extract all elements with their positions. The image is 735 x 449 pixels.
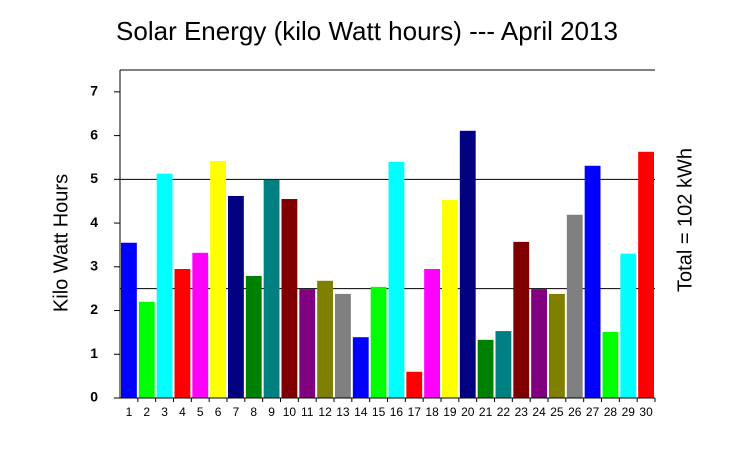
x-tick-label: 17	[408, 405, 422, 419]
bar	[477, 339, 494, 398]
bar	[566, 214, 583, 398]
bar	[352, 337, 369, 398]
y-tick-label: 1	[90, 345, 98, 361]
bar	[424, 268, 440, 398]
bar	[228, 195, 244, 398]
x-tick-label: 4	[179, 405, 186, 419]
x-tick-label: 27	[586, 405, 600, 419]
x-tick-label: 10	[283, 405, 297, 419]
x-tick-label: 9	[268, 405, 275, 419]
x-tick-label: 14	[354, 405, 368, 419]
bar	[442, 199, 458, 398]
x-tick-label: 12	[318, 405, 332, 419]
bar	[192, 252, 209, 398]
bar	[584, 165, 601, 398]
x-tick-label: 24	[532, 405, 546, 419]
x-tick-label: 13	[336, 405, 350, 419]
x-tick-label: 16	[390, 405, 404, 419]
x-tick-label: 6	[215, 405, 222, 419]
x-tick-label: 22	[497, 405, 511, 419]
y-tick-label: 6	[90, 126, 98, 142]
x-tick-label: 30	[639, 405, 653, 419]
x-tick-label: 25	[550, 405, 564, 419]
bar	[638, 151, 654, 398]
x-tick-label: 28	[604, 405, 618, 419]
bar	[370, 286, 387, 398]
bar	[281, 199, 298, 398]
x-tick-label: 2	[143, 405, 150, 419]
x-tick-label: 19	[443, 405, 457, 419]
bar	[513, 241, 530, 398]
bar	[495, 331, 512, 398]
x-tick-label: 23	[515, 405, 529, 419]
bar	[531, 289, 547, 398]
bar	[549, 293, 565, 398]
y-tick-label: 0	[90, 389, 98, 405]
bar	[138, 301, 155, 398]
y-tick-label: 3	[90, 258, 98, 274]
x-tick-label: 1	[126, 405, 133, 419]
annotation: Total = 102 kWh	[674, 148, 696, 292]
bar	[602, 331, 619, 398]
bar	[459, 130, 476, 398]
x-tick-label: 20	[461, 405, 475, 419]
bar	[388, 161, 405, 398]
bar	[299, 289, 316, 398]
x-tick-label: 15	[372, 405, 386, 419]
y-tick-label: 7	[90, 83, 98, 99]
x-tick-label: 3	[161, 405, 168, 419]
bar	[406, 371, 423, 398]
x-tick-label: 11	[301, 405, 314, 419]
x-tick-label: 26	[568, 405, 582, 419]
bar	[317, 280, 333, 398]
y-axis-label: Kilo Watt Hours	[50, 174, 72, 312]
bar	[620, 253, 637, 398]
bar	[335, 293, 351, 398]
bar	[210, 160, 226, 398]
x-tick-label: 5	[197, 405, 204, 419]
bar	[245, 275, 262, 398]
bar	[263, 179, 280, 398]
bar	[156, 173, 173, 398]
bar	[174, 268, 191, 398]
y-tick-label: 4	[90, 214, 98, 230]
chart-title: Solar Energy (kilo Watt hours) --- April…	[116, 16, 618, 46]
x-tick-label: 21	[479, 405, 493, 419]
x-tick-label: 18	[425, 405, 439, 419]
y-tick-label: 2	[90, 301, 98, 317]
bar	[121, 242, 137, 398]
x-tick-label: 29	[622, 405, 636, 419]
x-tick-label: 7	[233, 405, 240, 419]
x-tick-label: 8	[250, 405, 257, 419]
y-tick-label: 5	[90, 170, 98, 186]
